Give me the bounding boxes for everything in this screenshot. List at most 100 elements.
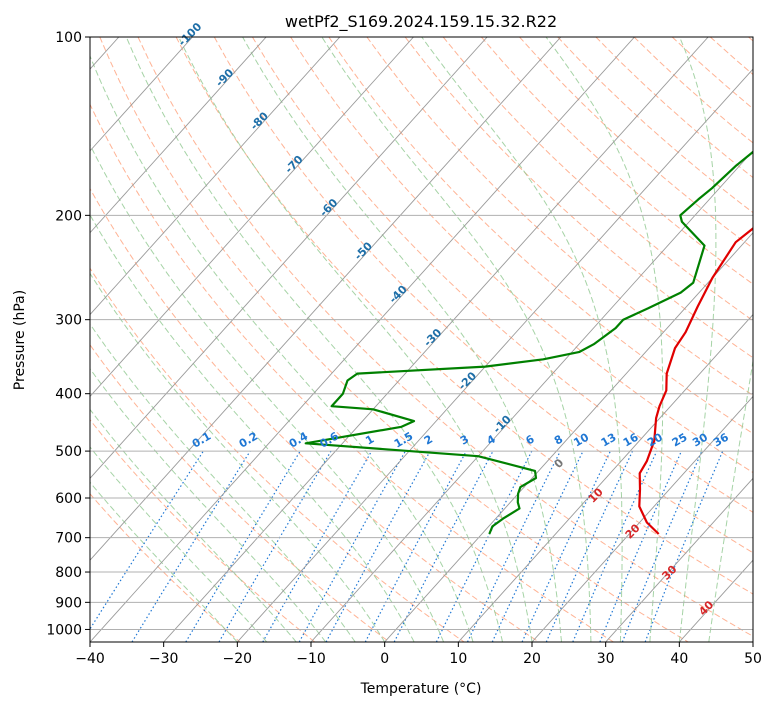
mixing-ratio-line — [545, 450, 634, 642]
dry-adiabat — [90, 187, 540, 642]
isotherm-line — [90, 37, 414, 398]
x-tick-label: 10 — [449, 651, 467, 667]
x-tick-label: 50 — [744, 651, 762, 667]
y-tick-label: 1000 — [46, 622, 82, 638]
dry-adiabat — [90, 493, 241, 642]
x-tick-label: 0 — [380, 651, 389, 667]
moist-adiabat — [90, 367, 327, 642]
isotherm-label: -50 — [352, 239, 375, 262]
x-tick-label: −20 — [223, 651, 253, 667]
mixing-ratio-label: 0.1 — [190, 430, 213, 451]
isotherm-label: -60 — [317, 196, 340, 219]
mixing-ratio-line — [572, 450, 658, 642]
moist-adiabat — [545, 37, 664, 642]
mixing-ratio-label: 1.5 — [392, 430, 415, 451]
y-tick-label: 600 — [55, 491, 82, 507]
y-axis-title: Pressure (hPa) — [12, 290, 28, 390]
moist-adiabat — [90, 323, 356, 642]
dry-adiabat — [90, 103, 614, 642]
moist-adiabat — [90, 213, 415, 642]
moist-adiabat — [90, 54, 474, 642]
dry-adiabat — [251, 37, 753, 513]
dry-adiabat — [709, 37, 753, 76]
grid-layer — [90, 37, 753, 642]
moist-adiabat — [90, 446, 268, 642]
isotherm-line — [531, 395, 753, 642]
x-tick-label: −40 — [75, 651, 105, 667]
lcl-label: 40 — [696, 598, 716, 618]
mixing-ratio-label: 25 — [670, 431, 690, 450]
mixing-ratio-line — [131, 450, 251, 642]
lcl-label: 0 — [552, 456, 567, 471]
isotherm-line — [90, 37, 635, 642]
moist-adiabat — [708, 358, 753, 642]
y-tick-label: 700 — [55, 531, 82, 547]
mixing-ratio-line — [393, 450, 494, 642]
isotherm-line — [605, 477, 753, 642]
isotherm-line — [236, 68, 753, 642]
y-tick-label: 900 — [55, 595, 82, 611]
dry-adiabat — [213, 37, 753, 554]
isotherm-line — [90, 37, 562, 561]
isotherm-line — [752, 641, 753, 642]
moist-adiabat — [125, 37, 503, 642]
isotherm-line — [384, 232, 753, 642]
mixing-ratio-line — [466, 450, 561, 642]
y-axis: 100 200 300 400 500 600 700 800 900 1000 — [46, 30, 90, 638]
isotherm-label: -30 — [421, 326, 444, 349]
mixing-ratio-line — [298, 450, 406, 642]
mixing-ratio-line — [90, 450, 204, 631]
dry-adiabat — [595, 37, 753, 179]
isotherm-line — [163, 37, 709, 642]
isotherm-line — [457, 313, 753, 642]
dry-adiabat — [99, 37, 689, 642]
mixing-ratio-line — [644, 450, 724, 642]
plot-frame — [89, 36, 754, 643]
moist-adiabat — [421, 37, 623, 642]
mixing-ratio-line — [364, 450, 467, 642]
mixing-ratio-line — [621, 450, 703, 642]
dry-adiabat — [90, 418, 316, 642]
y-tick-label: 100 — [55, 30, 82, 46]
temperature-profile — [638, 227, 753, 535]
dry-adiabat — [90, 267, 465, 642]
isotherm-label: -100 — [176, 20, 205, 49]
x-axis: −40 −30 −20 −10 0 10 20 30 40 50 — [75, 642, 762, 667]
isotherm-line — [90, 37, 193, 152]
dry-adiabat — [404, 37, 753, 359]
x-axis-title: Temperature (°C) — [360, 681, 482, 697]
dry-adiabat — [748, 37, 753, 42]
mixing-ratio-line — [262, 450, 373, 642]
isotherm-label: -80 — [248, 109, 271, 132]
dry-adiabat — [366, 37, 753, 396]
series-layer — [304, 150, 753, 535]
y-tick-label: 200 — [55, 208, 82, 224]
mixing-ratio-line — [325, 450, 431, 642]
mixing-ratio-label: 10 — [571, 430, 591, 449]
dry-adiabat — [328, 37, 753, 435]
mixing-ratio-label: 4 — [485, 432, 498, 447]
isotherm-line — [90, 37, 267, 234]
dry-adiabat — [442, 37, 753, 322]
dry-adiabat — [137, 37, 753, 637]
y-tick-label: 400 — [55, 387, 82, 403]
mixing-ratio-label: 0.2 — [237, 430, 260, 451]
mixing-ratio-label: 13 — [599, 431, 619, 450]
isotherm-label: -40 — [387, 283, 410, 306]
lcl-label: 30 — [659, 563, 679, 583]
dry-adiabat — [557, 37, 753, 214]
dewpoint-profile — [304, 150, 753, 535]
chart-title: wetPf2_S169.2024.159.15.32.R22 — [285, 12, 557, 32]
mixing-ratio-label: 16 — [621, 430, 641, 449]
dry-adiabat — [90, 344, 390, 642]
mixing-ratio-label: 8 — [552, 433, 565, 448]
dry-adiabat — [175, 37, 753, 595]
moist-adiabat — [90, 481, 238, 642]
moist-adiabat — [321, 37, 592, 642]
x-tick-label: 30 — [597, 651, 615, 667]
mixing-ratio-line — [521, 450, 611, 642]
isotherm-line — [310, 150, 753, 642]
moist-adiabat — [90, 143, 445, 642]
mixing-ratio-label: 0.4 — [287, 429, 311, 450]
